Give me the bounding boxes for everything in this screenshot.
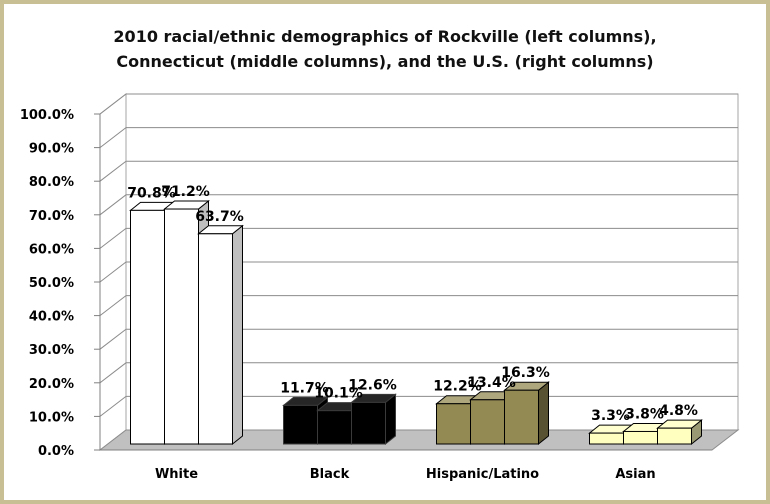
- data-label: 16.3%: [501, 365, 550, 381]
- bar-front-face: [657, 427, 692, 445]
- bar-hispanic-latino-u-s-: [503, 381, 550, 446]
- x-category-label: White: [155, 467, 198, 482]
- chart-title: 2010 racial/ethnic demographics of Rockv…: [4, 24, 766, 74]
- bar-front-face: [130, 209, 165, 445]
- bar-asian-u-s-: [656, 419, 703, 446]
- gridline: [99, 127, 738, 148]
- bar-front-face: [283, 404, 318, 445]
- data-label: 11.7%: [280, 380, 329, 396]
- gridline: [99, 261, 738, 283]
- gridline: [99, 328, 738, 350]
- y-tick-label: 0.0%: [38, 444, 74, 459]
- y-tick-label: 50.0%: [29, 276, 74, 291]
- gridline: [99, 295, 738, 316]
- data-labels: 70.8%71.2% 63.7% 11.7%10.1%12.6% 12.2%13.4%…: [127, 184, 698, 424]
- data-label: 63.7%: [195, 209, 244, 225]
- bar-front-face: [436, 403, 471, 445]
- y-axis: 0.0% 10.0% 20.0% 30.0% 40.0% 50.0% 60.0% 70.0% 8…: [20, 108, 101, 459]
- y-tick-label: 80.0%: [29, 175, 74, 190]
- data-label: 3.3%: [591, 408, 630, 424]
- x-category-label: Asian: [615, 467, 655, 482]
- data-label: 3.8%: [625, 406, 664, 422]
- y-tick-label: 70.0%: [29, 209, 74, 224]
- bar-front-face: [589, 432, 624, 445]
- y-tick-label: 40.0%: [29, 310, 74, 325]
- chart-title-line-2: Connecticut (middle columns), and the U.…: [116, 52, 654, 71]
- bar-hispanic-latino-connecticut: [469, 390, 516, 446]
- gridline: [99, 227, 738, 249]
- data-label: 4.8%: [659, 403, 698, 419]
- bar-black-u-s-: [350, 393, 397, 446]
- x-category-label: Black: [310, 467, 350, 482]
- bar-front-face: [623, 430, 658, 445]
- bar-front-face: [317, 410, 352, 445]
- gridline: [99, 362, 738, 384]
- y-tick-label: 10.0%: [29, 410, 74, 425]
- bar-front-face: [164, 208, 199, 445]
- bar-side-face: [538, 381, 549, 446]
- bar-front-face: [198, 233, 233, 445]
- bar-front-face: [351, 401, 386, 445]
- gridline: [99, 160, 738, 182]
- bar-front-face: [504, 389, 539, 445]
- bar-side-face: [232, 224, 243, 446]
- y-tick-label: 20.0%: [29, 377, 74, 392]
- bars: [129, 199, 703, 446]
- y-tick-label: 90.0%: [29, 142, 74, 157]
- data-label: 10.1%: [314, 386, 363, 402]
- x-category-label: Hispanic/Latino: [426, 467, 539, 482]
- data-label: 71.2%: [161, 184, 210, 200]
- data-label: 12.2%: [433, 379, 482, 395]
- bar-front-face: [470, 399, 505, 445]
- y-tick-label: 100.0%: [20, 108, 74, 123]
- data-label: 12.6%: [348, 377, 397, 393]
- chart-title-line-1: 2010 racial/ethnic demographics of Rockv…: [113, 27, 657, 46]
- gridline: [99, 194, 738, 216]
- data-label: 13.4%: [467, 375, 516, 391]
- bar-white-u-s-: [197, 224, 244, 446]
- y-tick-label: 30.0%: [29, 343, 74, 358]
- data-label: 70.8%: [127, 185, 176, 201]
- gridline: [99, 93, 738, 115]
- x-axis: White Black Hispanic/Latino Asian: [100, 449, 712, 482]
- y-tick-label: 60.0%: [29, 242, 74, 257]
